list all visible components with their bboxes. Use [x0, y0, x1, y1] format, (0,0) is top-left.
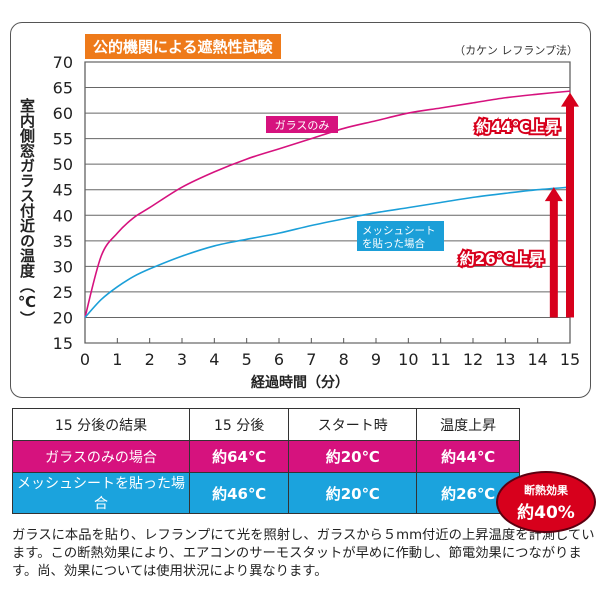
- test-method: （カケン レフランプ法）: [454, 44, 578, 57]
- header-cell: スタート時: [288, 408, 418, 441]
- x-tick-label: 6: [274, 350, 284, 369]
- table-cell: 約64℃: [188, 440, 290, 473]
- results-table: 15 分後の結果 15 分後 スタート時 温度上昇 ガラスのみの場合 約64℃ …: [12, 408, 520, 514]
- x-tick-label: 9: [371, 350, 381, 369]
- x-tick-label: 8: [339, 350, 349, 369]
- row-label: ガラスのみの場合: [12, 440, 190, 473]
- y-tick-label: 25: [53, 283, 73, 302]
- label-box: [266, 116, 338, 133]
- rise-annotation: 約26℃上昇: [460, 250, 544, 268]
- label-text: ガラスのみ: [275, 119, 330, 132]
- arrow-shaft: [566, 104, 574, 318]
- row-label: メッシュシートを貼った場合: [12, 472, 190, 514]
- header-cell: 15 分後の結果: [12, 408, 190, 441]
- x-tick-label: 14: [527, 350, 547, 369]
- arrow-head: [544, 187, 563, 202]
- table-cell: 約20℃: [288, 472, 418, 514]
- y-tick-label: 45: [53, 181, 73, 200]
- table-row-mesh: メッシュシートを貼った場合 約46℃ 約20℃ 約26℃: [12, 472, 520, 514]
- y-tick-label: 55: [53, 130, 73, 149]
- x-tick-label: 1: [112, 350, 122, 369]
- y-tick-label: 15: [53, 334, 73, 353]
- y-tick-label: 50: [53, 155, 73, 174]
- arrow-shaft: [549, 199, 558, 318]
- series-label-mesh: メッシュシートを貼った場合: [357, 221, 444, 251]
- table-cell: 約44℃: [416, 440, 520, 473]
- chart-title: 公的機関による遮熱性試験: [85, 34, 281, 59]
- chart-frame: [10, 22, 591, 398]
- y-tick-label: 20: [53, 308, 73, 327]
- x-tick-label: 3: [177, 350, 187, 369]
- label-text: を貼った場合: [362, 237, 425, 250]
- badge-label: 断熱効果: [524, 484, 568, 497]
- header-cell: 15 分後: [188, 408, 290, 441]
- y-tick-label: 60: [53, 104, 73, 123]
- x-tick-label: 13: [495, 350, 515, 369]
- x-tick-label: 12: [463, 350, 483, 369]
- y-tick-label: 65: [53, 79, 73, 98]
- header-cell: 温度上昇: [416, 408, 520, 441]
- x-tick-label: 2: [145, 350, 155, 369]
- x-tick-label: 4: [209, 350, 219, 369]
- table-header-row: 15 分後の結果 15 分後 スタート時 温度上昇: [12, 408, 520, 441]
- y-tick-label: 70: [53, 53, 73, 72]
- label-box: [357, 221, 444, 251]
- table-row-glass: ガラスのみの場合 約64℃ 約20℃ 約44℃: [12, 440, 520, 473]
- x-tick-label: 11: [430, 350, 450, 369]
- series-line-1: [84, 186, 571, 318]
- x-tick-label: 5: [242, 350, 252, 369]
- table-cell: 約46℃: [188, 472, 290, 514]
- badge-value: 約40%: [517, 503, 575, 523]
- x-tick-label: 15: [560, 350, 580, 369]
- y-tick-label: 30: [53, 257, 73, 276]
- description-text: ガラスに本品を貼り、レフランプにて光を照射し、ガラスから５mm付近の上昇温度を計…: [12, 528, 595, 579]
- insulation-badge: 断熱効果 約40%: [496, 471, 596, 533]
- rise-annotation: 約44℃上昇: [476, 118, 560, 136]
- series-line-0: [84, 90, 571, 318]
- series-label-glass: ガラスのみ: [266, 116, 338, 133]
- table-cell: 約20℃: [288, 440, 418, 473]
- label-text: メッシュシート: [362, 225, 436, 237]
- x-tick-label: 7: [306, 350, 316, 369]
- x-axis-label: 経過時間（分）: [251, 375, 349, 391]
- arrow-head: [561, 92, 579, 107]
- y-axis-label: 室内側窓ガラス付近の温度（℃）: [18, 98, 36, 326]
- x-tick-label: 10: [398, 350, 418, 369]
- y-tick-label: 40: [53, 206, 73, 225]
- x-tick-label: 0: [80, 350, 90, 369]
- y-tick-label: 35: [53, 232, 73, 251]
